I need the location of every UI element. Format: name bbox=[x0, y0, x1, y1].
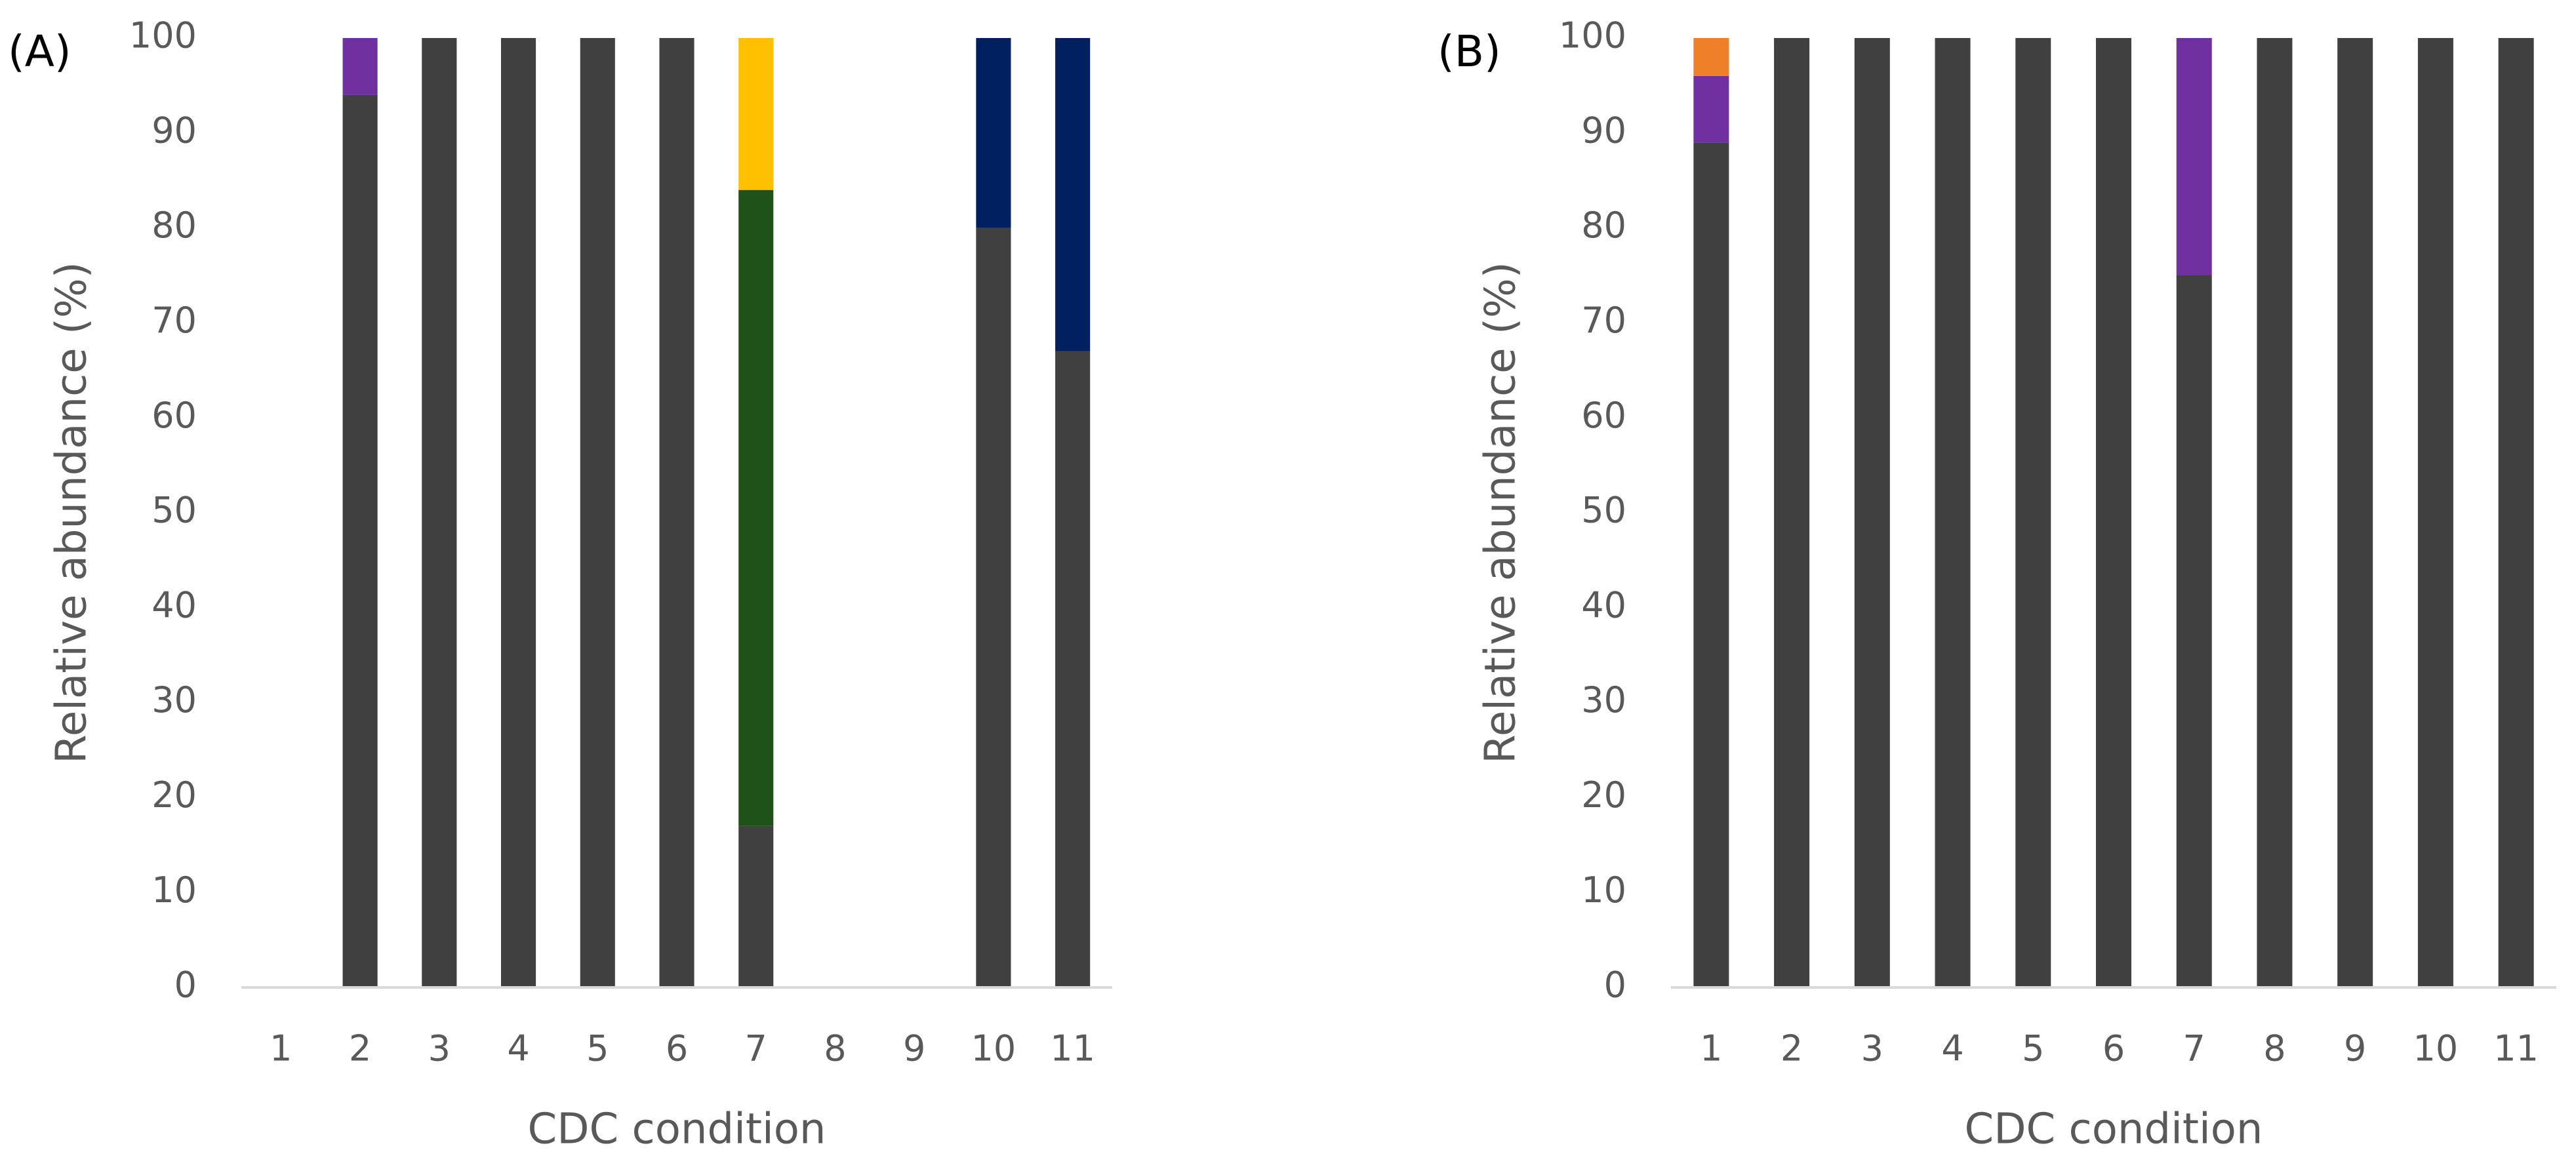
bar-segment bbox=[738, 189, 774, 826]
y-tick-label: 20 bbox=[1581, 774, 1626, 816]
panel-label: (B) bbox=[1438, 26, 1501, 77]
x-tick-label: 11 bbox=[2493, 1028, 2539, 1069]
y-tick-label: 0 bbox=[1604, 964, 1626, 1006]
y-tick-label: 10 bbox=[1581, 869, 1626, 911]
x-tick-label: 8 bbox=[824, 1028, 846, 1069]
x-tick-label: 7 bbox=[745, 1028, 767, 1069]
bar-segment bbox=[976, 228, 1011, 988]
panel-label: (A) bbox=[8, 26, 71, 77]
y-tick-label: 20 bbox=[151, 774, 197, 816]
y-tick-label: 0 bbox=[174, 964, 197, 1006]
x-tick-label: 3 bbox=[428, 1028, 451, 1069]
bar-segment bbox=[1854, 38, 1890, 987]
bar-segment bbox=[2096, 38, 2131, 987]
x-tick-label: 9 bbox=[903, 1028, 925, 1069]
bar-segment bbox=[976, 38, 1011, 228]
bar-segment bbox=[2176, 38, 2212, 275]
y-tick-label: 70 bbox=[1581, 300, 1626, 341]
y-tick-label: 80 bbox=[151, 205, 197, 246]
x-tick-label: 6 bbox=[666, 1028, 688, 1069]
x-tick-label: 2 bbox=[1781, 1028, 1803, 1069]
x-tick-label: 8 bbox=[2263, 1028, 2285, 1069]
bar-segment bbox=[2176, 275, 2212, 987]
x-tick-label: 5 bbox=[2022, 1028, 2044, 1069]
x-axis-title: CDC condition bbox=[528, 1105, 826, 1154]
bar-segment bbox=[2498, 38, 2534, 987]
bar-segment bbox=[738, 38, 774, 190]
bar-segment bbox=[1693, 142, 1729, 987]
y-tick-label: 50 bbox=[1581, 490, 1626, 531]
x-tick-label: 7 bbox=[2183, 1028, 2205, 1069]
bar-segment bbox=[2337, 38, 2373, 987]
bar-segment bbox=[422, 38, 457, 987]
x-tick-label: 5 bbox=[586, 1028, 609, 1069]
y-tick-label: 80 bbox=[1581, 205, 1626, 246]
y-tick-label: 50 bbox=[151, 490, 197, 531]
bar-segment bbox=[2015, 38, 2051, 987]
x-tick-label: 1 bbox=[1700, 1028, 1722, 1069]
x-tick-label: 9 bbox=[2344, 1028, 2366, 1069]
bar-segment bbox=[500, 38, 536, 987]
bar-segment bbox=[738, 825, 774, 987]
y-tick-label: 30 bbox=[151, 679, 197, 721]
bar-segment bbox=[1693, 38, 1729, 76]
bar-segment bbox=[1055, 38, 1091, 351]
y-axis-title: Relative abundance (%) bbox=[1477, 262, 1525, 763]
bar-segment bbox=[1693, 75, 1729, 143]
x-tick-label: 10 bbox=[971, 1028, 1016, 1069]
bar-segment bbox=[659, 38, 694, 987]
y-tick-label: 40 bbox=[151, 584, 197, 626]
y-tick-label: 10 bbox=[151, 869, 197, 911]
x-tick-label: 10 bbox=[2413, 1028, 2459, 1069]
y-tick-label: 100 bbox=[1559, 15, 1626, 56]
x-tick-label: 2 bbox=[349, 1028, 371, 1069]
x-tick-label: 6 bbox=[2103, 1028, 2125, 1069]
y-tick-label: 60 bbox=[151, 395, 197, 436]
x-tick-label: 4 bbox=[507, 1028, 529, 1069]
x-tick-label: 4 bbox=[1941, 1028, 1963, 1069]
y-tick-label: 90 bbox=[1581, 109, 1626, 151]
bar-segment bbox=[580, 38, 615, 987]
y-tick-label: 60 bbox=[1581, 395, 1626, 436]
y-tick-label: 70 bbox=[151, 300, 197, 341]
bar-segment bbox=[342, 38, 378, 95]
x-tick-label: 1 bbox=[270, 1028, 292, 1069]
y-tick-label: 30 bbox=[1581, 679, 1626, 721]
bar-segment bbox=[1774, 38, 1810, 987]
bar-segment bbox=[1935, 38, 1971, 987]
x-tick-label: 11 bbox=[1050, 1028, 1095, 1069]
y-tick-label: 90 bbox=[151, 109, 197, 151]
y-axis-title: Relative abundance (%) bbox=[48, 262, 96, 763]
x-tick-label: 3 bbox=[1861, 1028, 1883, 1069]
y-tick-label: 40 bbox=[1581, 584, 1626, 626]
bar-segment bbox=[2417, 38, 2453, 987]
x-axis-title: CDC condition bbox=[1965, 1105, 2263, 1154]
y-tick-label: 100 bbox=[129, 15, 197, 56]
bar-segment bbox=[2257, 38, 2293, 987]
bar-segment bbox=[1055, 351, 1091, 987]
bar-segment bbox=[342, 94, 378, 987]
